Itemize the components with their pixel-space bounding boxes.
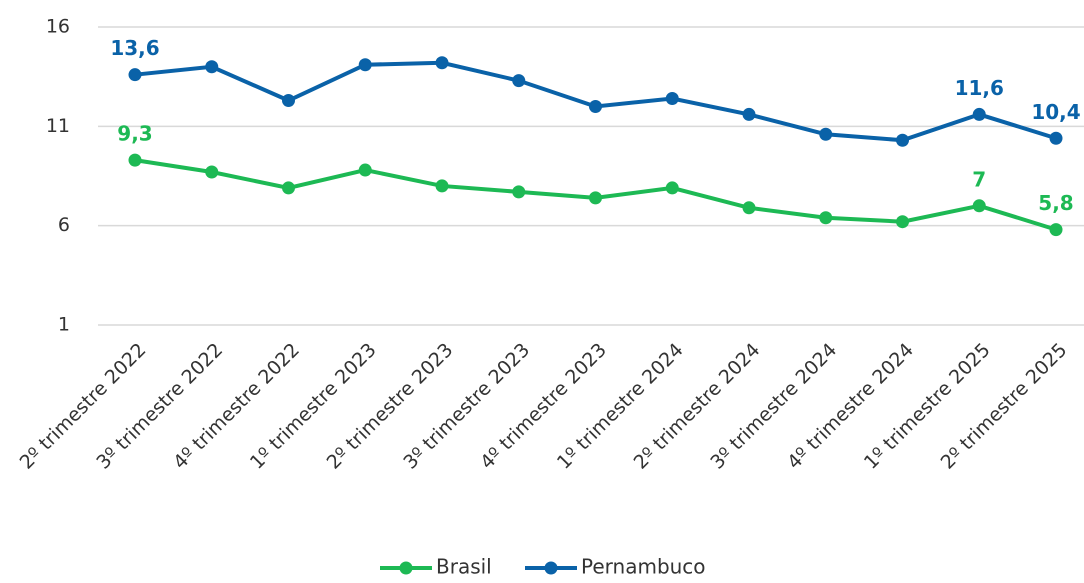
point [435,56,449,70]
x-tick-label: 2º trimestre 2022 [16,339,151,474]
point [128,68,142,82]
point [819,211,833,225]
x-tick-label: 4º trimestre 2023 [476,339,611,474]
x-tick-label: 3º trimestre 2022 [92,339,227,474]
point [972,199,986,213]
point [742,107,756,121]
point [1049,131,1063,145]
y-tick-label: 1 [58,314,70,336]
x-tick-label: 4º trimestre 2022 [169,339,304,474]
point [282,94,295,108]
x-tick-label: 3º trimestre 2024 [706,339,841,474]
point [589,191,602,205]
point [358,163,372,177]
point [512,185,526,199]
point [358,58,372,72]
point [665,181,679,195]
data-label: 13,6 [110,36,159,60]
x-tick-label: 2º trimestre 2025 [937,339,1072,474]
x-tick-label: 1º trimestre 2024 [553,339,688,474]
point [128,153,142,167]
data-label: 10,4 [1031,100,1080,124]
x-tick-label: 4º trimestre 2024 [783,339,918,474]
legend-marker [399,561,413,575]
y-tick-label: 11 [46,115,70,137]
legend-label: Pernambuco [581,555,706,579]
y-tick-label: 16 [46,16,70,38]
point [742,201,756,215]
x-tick-label: 2º trimestre 2023 [323,339,458,474]
x-tick-label: 1º trimestre 2025 [860,339,995,474]
point [972,107,986,121]
point [589,99,602,113]
point [819,127,833,141]
data-label: 9,3 [117,122,152,146]
data-label: 11,6 [955,76,1004,100]
x-tick-label: 3º trimestre 2023 [399,339,534,474]
x-tick-label: 1º trimestre 2023 [246,339,381,474]
point [435,179,449,193]
point [512,74,526,88]
data-label: 7 [972,167,986,191]
point [205,165,219,179]
point [896,133,909,147]
data-label: 5,8 [1038,191,1073,215]
point [205,60,219,74]
point [1049,223,1063,237]
point [896,215,909,229]
y-tick-label: 6 [58,214,70,236]
x-tick-label: 2º trimestre 2024 [630,339,765,474]
point [665,92,679,106]
point [282,181,295,195]
legend-label: Brasil [436,555,492,579]
legend-marker [544,561,558,575]
